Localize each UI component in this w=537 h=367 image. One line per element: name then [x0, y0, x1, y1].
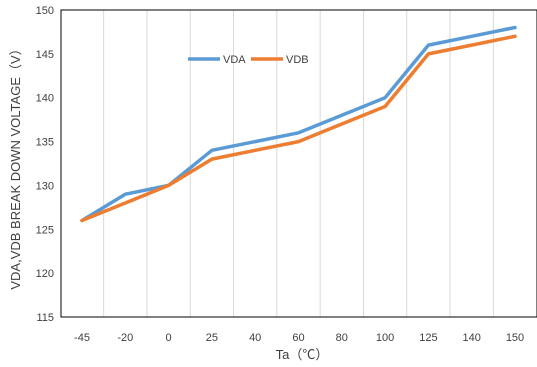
series-line-vdb [80, 34, 517, 223]
y-tick-label: 120 [36, 268, 54, 280]
y-axis-ticks: 115 120 125 130 135 140 145 150 [36, 5, 54, 324]
series-lines [80, 25, 517, 223]
x-tick-label: 140 [463, 332, 481, 344]
x-tick-label: 25 [206, 332, 218, 344]
y-axis-title: VDA,VDB BREAK DOWN VOLTAGE（V） [8, 42, 23, 289]
legend-label-vdb: VDB [286, 54, 309, 66]
y-tick-label: 115 [36, 312, 54, 324]
y-tick-label: 130 [36, 180, 54, 192]
legend: VDA VDB [188, 54, 309, 66]
series-line-vda [80, 25, 517, 223]
y-tick-label: 135 [36, 137, 54, 149]
x-tick-label: 80 [336, 332, 348, 344]
gridlines [103, 10, 494, 317]
legend-label-vda: VDA [223, 54, 246, 66]
x-tick-label: -45 [74, 332, 90, 344]
x-tick-label: 150 [506, 332, 524, 344]
y-tick-label: 145 [36, 49, 54, 61]
x-tick-label: -20 [117, 332, 133, 344]
x-axis-ticks: -45 -20 0 25 40 60 80 100 125 140 150 [74, 332, 524, 344]
y-tick-label: 125 [36, 224, 54, 236]
x-tick-label: 100 [376, 332, 394, 344]
x-tick-label: 125 [419, 332, 437, 344]
x-tick-label: 0 [166, 332, 172, 344]
y-tick-label: 140 [36, 93, 54, 105]
y-tick-label: 150 [36, 5, 54, 17]
plot-area-frame [60, 9, 537, 318]
x-tick-label: 60 [292, 332, 304, 344]
x-axis-title: Ta（℃） [276, 347, 329, 362]
x-tick-label: 40 [249, 332, 261, 344]
